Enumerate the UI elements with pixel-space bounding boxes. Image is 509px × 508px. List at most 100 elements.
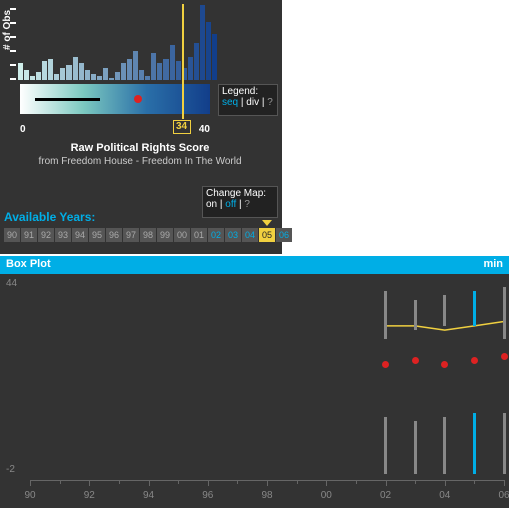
year-button-92[interactable]: 92 xyxy=(38,228,54,242)
year-buttons: 9091929394959697989900010203040506 xyxy=(4,228,292,242)
xtick-label: 94 xyxy=(143,490,154,501)
histogram-bar xyxy=(109,78,114,80)
year-button-90[interactable]: 90 xyxy=(4,228,20,242)
xtick-label: 00 xyxy=(321,490,332,501)
boxplot-mode-button[interactable]: min xyxy=(483,258,503,272)
boxplot-whisker xyxy=(443,417,446,474)
histogram-bar xyxy=(103,68,108,81)
year-button-04[interactable]: 04 xyxy=(242,228,258,242)
histogram-bar xyxy=(157,63,162,80)
boxplot-area xyxy=(30,278,504,478)
histogram-bar xyxy=(212,34,217,80)
changemap-off-button[interactable]: off xyxy=(225,199,236,210)
boxplot-dot xyxy=(501,353,508,360)
xaxis-min: 0 xyxy=(20,124,26,135)
boxplot-whisker xyxy=(384,291,387,339)
year-button-96[interactable]: 96 xyxy=(106,228,122,242)
histogram-xaxis: 0 40 xyxy=(20,124,210,140)
histogram-bar xyxy=(36,72,41,80)
boxplot-ymax: 44 xyxy=(6,278,17,289)
year-button-02[interactable]: 02 xyxy=(208,228,224,242)
available-years-label: Available Years: xyxy=(4,210,95,224)
histogram-bar xyxy=(133,51,138,80)
year-button-03[interactable]: 03 xyxy=(225,228,241,242)
year-button-94[interactable]: 94 xyxy=(72,228,88,242)
legend-box: Legend: seq | div | ? xyxy=(218,84,278,116)
histogram-bar xyxy=(188,57,193,80)
gradient-bar[interactable] xyxy=(20,84,210,114)
changemap-label: Change Map: xyxy=(206,188,274,199)
boxplot-whisker xyxy=(503,413,506,474)
xtick-label: 92 xyxy=(84,490,95,501)
legend-label: Legend: xyxy=(222,86,274,97)
boxplot-whisker xyxy=(414,421,417,473)
changemap-help-button[interactable]: ? xyxy=(244,199,250,210)
histogram-panel: # of Obs 34 0 40 Raw Political Rights Sc… xyxy=(0,0,282,254)
year-button-99[interactable]: 99 xyxy=(157,228,173,242)
boxplot-whisker xyxy=(414,300,417,330)
histogram-bar xyxy=(79,63,84,80)
histogram-bar xyxy=(48,59,53,80)
year-button-93[interactable]: 93 xyxy=(55,228,71,242)
histogram-bar xyxy=(66,65,71,80)
histogram-bar xyxy=(24,70,29,80)
histogram-bar xyxy=(97,76,102,80)
histogram-bar xyxy=(194,43,199,81)
chart-title: Raw Political Rights Score xyxy=(20,142,260,154)
boxplot-whisker xyxy=(443,295,446,325)
year-button-97[interactable]: 97 xyxy=(123,228,139,242)
boxplot-dot xyxy=(412,357,419,364)
histogram-bar xyxy=(139,70,144,80)
year-button-06[interactable]: 06 xyxy=(276,228,292,242)
boxplot-xaxis: 909294969800020406 xyxy=(30,480,504,504)
histogram xyxy=(18,0,218,80)
histogram-bar xyxy=(115,72,120,80)
boxplot-ymin: -2 xyxy=(6,464,15,475)
year-button-01[interactable]: 01 xyxy=(191,228,207,242)
changemap-box: Change Map: on | off | ? xyxy=(202,186,278,218)
histogram-bar xyxy=(163,59,168,80)
histogram-bar xyxy=(145,76,150,80)
histogram-bar xyxy=(176,61,181,80)
histogram-bar xyxy=(73,57,78,80)
year-button-98[interactable]: 98 xyxy=(140,228,156,242)
histogram-bar xyxy=(54,74,59,80)
histogram-bar xyxy=(30,76,35,80)
xtick-label: 06 xyxy=(498,490,509,501)
histogram-bar xyxy=(121,63,126,80)
gradient-median-line xyxy=(35,98,100,101)
xtick-label: 98 xyxy=(261,490,272,501)
boxplot-whisker xyxy=(473,413,476,474)
year-button-95[interactable]: 95 xyxy=(89,228,105,242)
histogram-bar xyxy=(42,61,47,80)
boxplot-panel: Box Plot min 44 -2 909294969800020406 xyxy=(0,256,509,508)
boxplot-title: Box Plot xyxy=(6,258,51,272)
xaxis-max: 40 xyxy=(199,124,210,135)
histogram-bar xyxy=(127,59,132,80)
histogram-bar xyxy=(151,53,156,80)
histogram-bar xyxy=(206,22,211,80)
xtick-label: 96 xyxy=(202,490,213,501)
year-button-00[interactable]: 00 xyxy=(174,228,190,242)
boxplot-whisker xyxy=(473,291,476,326)
histogram-bar xyxy=(60,68,65,81)
year-pointer-icon xyxy=(262,220,272,226)
histogram-bar xyxy=(200,5,205,80)
histogram-bar xyxy=(91,74,96,80)
legend-help-button[interactable]: ? xyxy=(267,97,273,108)
histogram-bar xyxy=(85,70,90,80)
xtick-label: 90 xyxy=(24,490,35,501)
boxplot-dot xyxy=(471,357,478,364)
histogram-bar xyxy=(18,63,23,80)
histogram-bar xyxy=(170,45,175,80)
changemap-on-button[interactable]: on xyxy=(206,199,217,210)
year-button-91[interactable]: 91 xyxy=(21,228,37,242)
gradient-marker-dot xyxy=(134,95,142,103)
legend-div-button[interactable]: div xyxy=(246,97,259,108)
chart-subtitle: from Freedom House - Freedom In The Worl… xyxy=(20,156,260,167)
boxplot-header: Box Plot min xyxy=(0,256,509,274)
gradient-selector-line[interactable] xyxy=(182,4,184,119)
legend-seq-button[interactable]: seq xyxy=(222,97,238,108)
year-button-05[interactable]: 05 xyxy=(259,228,275,242)
xtick-label: 04 xyxy=(439,490,450,501)
